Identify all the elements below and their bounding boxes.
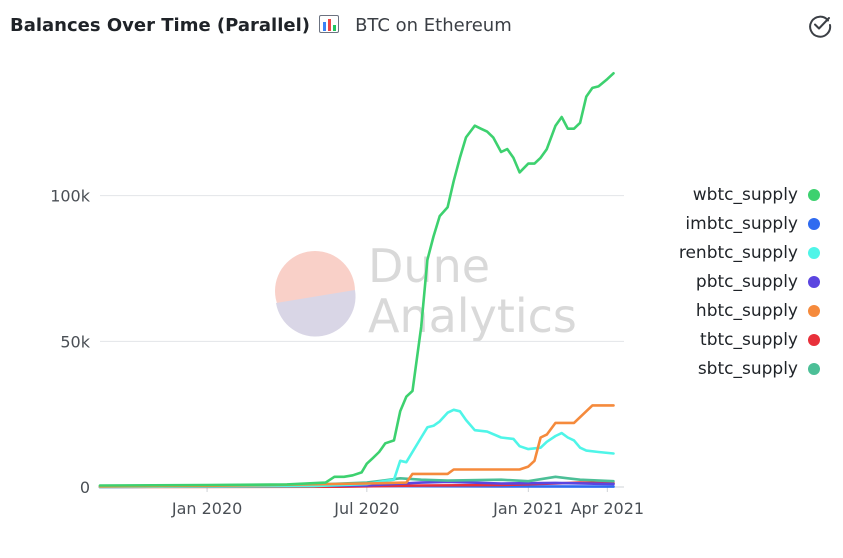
watermark-line2: Analytics: [368, 289, 577, 343]
legend-item-pbtc-supply[interactable]: pbtc_supply: [640, 267, 820, 296]
legend-label: hbtc_supply: [695, 300, 798, 321]
chart-title: Balances Over Time (Parallel): [10, 14, 340, 36]
legend-item-hbtc-supply[interactable]: hbtc_supply: [640, 296, 820, 325]
legend-label: sbtc_supply: [697, 358, 798, 379]
y-tick-label: 0: [80, 478, 90, 497]
x-tick-label: Apr 2021: [571, 499, 644, 518]
legend-swatch: [808, 362, 820, 375]
legend-label: imbtc_supply: [685, 213, 798, 234]
legend-item-wbtc-supply[interactable]: wbtc_supply: [640, 180, 820, 209]
legend-item-renbtc-supply[interactable]: renbtc_supply: [640, 238, 820, 267]
chart-header: Balances Over Time (Parallel) BTC on Eth…: [10, 10, 512, 40]
legend-label: renbtc_supply: [678, 242, 798, 263]
legend-swatch: [808, 304, 820, 317]
legend-label: tbtc_supply: [700, 329, 798, 350]
series-lines: [98, 72, 615, 489]
legend-label: wbtc_supply: [692, 184, 798, 205]
chart-subtitle: BTC on Ethereum: [355, 14, 512, 36]
y-tick-label: 50k: [60, 332, 90, 351]
series-line-hbtc-supply: [98, 404, 615, 488]
gridlines: [100, 195, 624, 342]
watermark: Dune Analytics: [275, 239, 577, 343]
legend-item-imbtc-supply[interactable]: imbtc_supply: [640, 209, 820, 238]
y-tick-label: 100k: [50, 187, 91, 206]
legend-label: pbtc_supply: [695, 271, 798, 292]
legend-swatch: [808, 217, 820, 230]
legend-item-tbtc-supply[interactable]: tbtc_supply: [640, 325, 820, 354]
y-axis: 0 50k 100k: [50, 187, 91, 497]
bar-chart-icon: [319, 14, 340, 33]
legend-item-sbtc-supply[interactable]: sbtc_supply: [640, 354, 820, 383]
legend-swatch: [808, 246, 820, 259]
check-circle-icon[interactable]: [807, 12, 833, 38]
legend-swatch: [808, 275, 820, 288]
legend-swatch: [808, 333, 820, 346]
series-line-wbtc-supply: [98, 72, 615, 487]
x-tick-label: Jan 2021: [492, 499, 563, 518]
series-line-renbtc-supply: [98, 408, 615, 489]
x-tick-label: Jan 2020: [171, 499, 242, 518]
x-tick-label: Jul 2020: [333, 499, 399, 518]
watermark-line1: Dune: [368, 239, 490, 293]
x-axis: Jan 2020 Jul 2020 Jan 2021 Apr 2021: [100, 486, 644, 518]
chart-title-text: Balances Over Time (Parallel): [10, 14, 310, 36]
legend-swatch: [808, 188, 820, 201]
